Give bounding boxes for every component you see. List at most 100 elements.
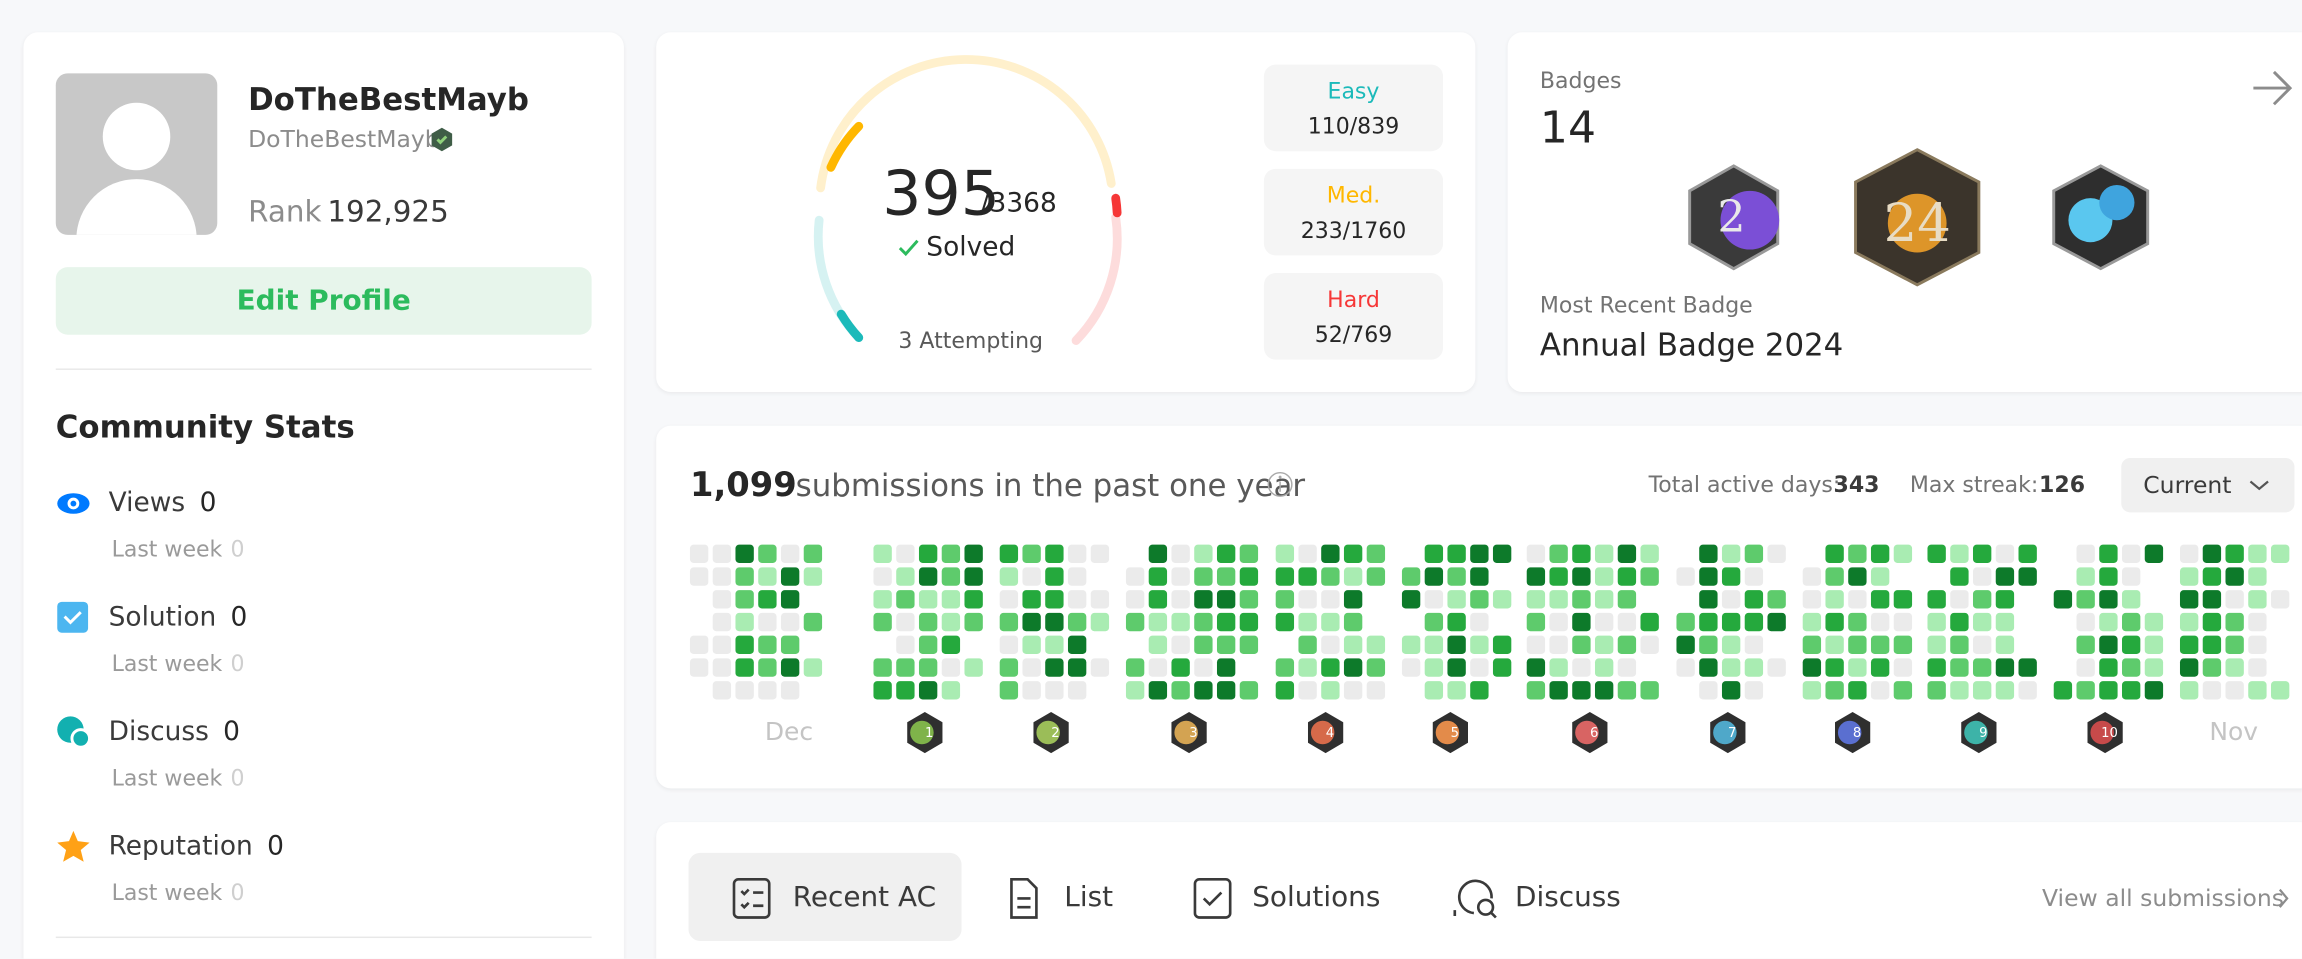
heatmap-cell [712,590,732,609]
heatmap-cell [2121,590,2141,609]
heatmap-cell [1239,544,1259,563]
heatmap-cell [1045,544,1064,563]
heatmap-cell [1194,567,1213,586]
heatmap-cell [964,567,983,586]
month-badge[interactable]: 6 [1572,711,1608,754]
tab[interactable]: Recent AC [792,880,937,914]
tab[interactable]: List [1064,880,1114,914]
heatmap-cell [1825,567,1844,586]
heatmap-cell [1950,590,1969,609]
heatmap-cell [1171,567,1190,586]
month-badge[interactable]: 10 [2087,711,2123,754]
heatmap-cell [1594,567,1614,586]
heatmap-cell [1549,681,1568,700]
edit-profile-button[interactable]: Edit Profile [55,267,592,335]
month-badge[interactable]: 8 [1835,711,1871,754]
tab[interactable]: Discuss [1514,880,1621,914]
heatmap-cell [1972,567,1992,586]
heatmap-cell [1594,612,1614,632]
heatmap-cell [1321,635,1340,654]
heatmap-cell [1870,590,1890,609]
heatmap-cell [1972,590,1992,609]
heatmap-cell [2121,658,2141,677]
month-badge[interactable]: 1 [907,711,943,754]
heatmap-cell [1298,567,1317,586]
difficulty-name: Easy [1327,77,1380,105]
attempting: 3 Attempting [898,327,1044,354]
heatmap-cell [1572,681,1591,700]
heatmap-cell [2121,544,2141,563]
heatmap-cell [1067,658,1087,677]
streak-label: Max streak: [1909,471,2039,498]
heatmap-cell [1893,544,1913,563]
heatmap-cell [1022,612,1041,632]
heatmap-cell [2179,590,2199,609]
heatmap-cell [1802,681,1822,700]
heatmap-cell [1927,658,1946,677]
heatmap-cell [803,658,823,677]
heatmap-cell [1995,590,2015,609]
heatmap-cell [1572,612,1591,632]
heatmap-cell [1549,612,1568,632]
heatmap-cell [712,567,732,586]
difficulty-name: Med. [1326,182,1381,209]
heatmap-cell [2144,635,2164,654]
heatmap-cell [780,681,800,700]
heatmap-cell [2225,612,2244,632]
heatmap-cell [1549,567,1568,586]
heatmap-cell [1848,658,1867,677]
heatmap-cell [873,612,892,632]
heatmap-cell [941,544,961,563]
heatmap-cell [1744,567,1764,586]
profile-name: DoTheBestMayb [248,82,529,118]
heatmap-cell [1526,612,1546,632]
heatmap-cell [1825,658,1844,677]
heatmap-cell [1194,544,1213,563]
heatmap-cell [1321,681,1340,700]
heatmap-cell [689,635,709,654]
heatmap-cell [1424,681,1444,700]
heatmap-cell [964,658,983,677]
heatmap-cell [1972,658,1992,677]
heatmap-cell [1640,681,1659,700]
heatmap-cell [1343,590,1363,609]
heatmap-cell [1617,658,1637,677]
month-badge[interactable]: 3 [1171,711,1207,754]
heatmap-cell [1275,590,1295,609]
heatmap-cell [1067,612,1087,632]
stat-value: 0 [267,830,284,862]
heatmap-cell [2076,612,2095,632]
month-badge[interactable]: 9 [1961,711,1997,754]
heatmap-cell [896,612,915,632]
month-badge[interactable]: 2 [1033,711,1069,754]
month-badge[interactable]: 5 [1432,711,1468,754]
heatmap-cell [1848,590,1867,609]
heatmap-cell [1617,635,1637,654]
heatmap-cell [1470,635,1489,654]
month-badge[interactable]: 7 [1710,711,1746,754]
difficulty-value: 52/769 [1314,321,1393,348]
dropdown[interactable]: Current [2121,458,2295,513]
heatmap-cell [2018,681,2037,700]
heatmap-cell [1927,590,1946,609]
stat-icon [57,493,90,514]
heatmap-cell [941,590,961,609]
heatmap-cell [1640,544,1659,563]
view-all[interactable]: View all submissions [2041,883,2285,912]
heatmap-cell [1492,544,1512,563]
heatmap-cell [1870,567,1890,586]
heatmap-cell [780,590,800,609]
heatmap-cell [1870,612,1890,632]
heatmap-cell [1171,681,1190,700]
heatmap-cell [1617,567,1637,586]
heatmap-cell [1972,544,1992,563]
month-badge[interactable]: 4 [1307,711,1344,754]
tab[interactable]: Solutions [1252,880,1381,914]
heatmap-cell [1744,635,1764,654]
heatmap-cell [1744,681,1764,700]
heatmap-cell [1572,590,1591,609]
heatmap-cell [758,590,777,609]
stat-sub: Last week [111,650,223,677]
